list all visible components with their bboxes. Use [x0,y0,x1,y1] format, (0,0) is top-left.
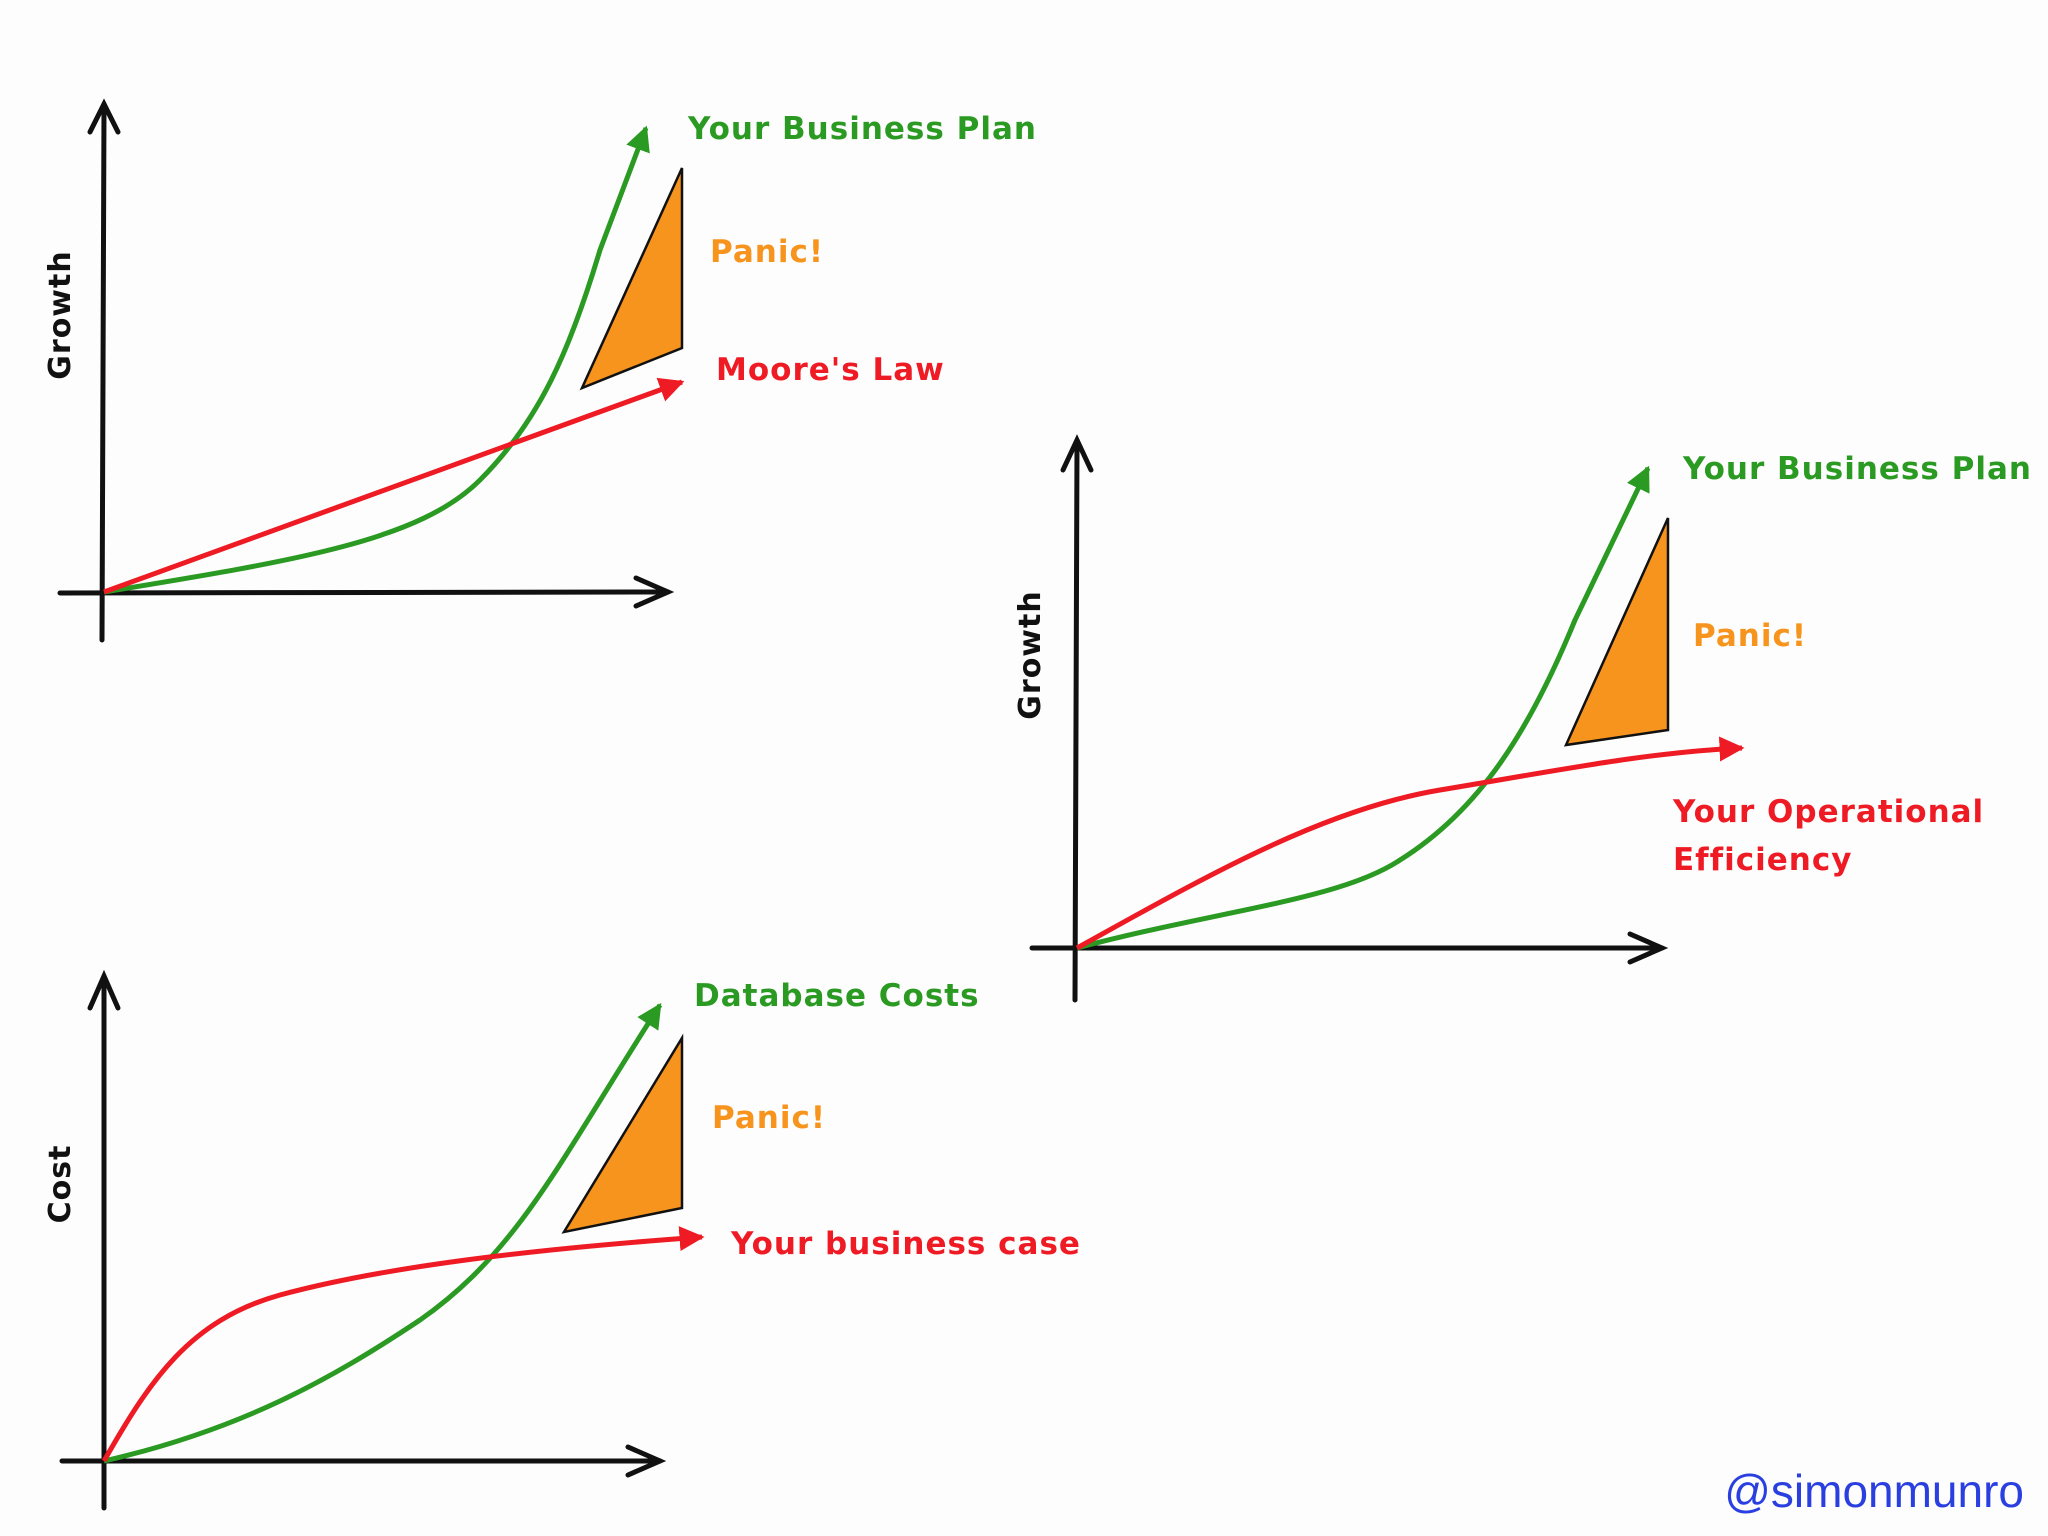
panic-label: Panic! [1693,618,1807,654]
diagram-database-costs: Cost Panic! Database Costs Your business… [43,969,1081,1511]
panic-triangle [1563,517,1670,747]
axes [1029,434,1669,1003]
axes [57,98,675,643]
database-costs-curve [103,1002,663,1464]
business-plan-curve [103,125,650,595]
panic-label: Panic! [712,1100,826,1136]
x-axis-arrowhead [633,575,675,609]
business-plan-curve [1076,465,1651,951]
diagram-moores-law: Growth Panic! Your Business Plan Moore's… [43,98,1037,643]
y-axis-arrowhead [87,969,121,1011]
panic-triangle [561,1033,684,1234]
database-costs-label: Database Costs [694,978,980,1014]
panic-label: Panic! [710,234,824,270]
moores-law-line [103,377,685,595]
y-axis-arrowhead [87,98,121,135]
diagram-operational-efficiency: Growth Panic! Your Business Plan Your Op… [1013,434,2032,1003]
operational-efficiency-label-line1: Your Operational [1672,794,1984,830]
operational-efficiency-curve [1075,736,1745,951]
y-axis [99,105,107,643]
y-axis-label: Growth [43,250,78,379]
operational-efficiency-label-line2: Efficiency [1673,842,1852,878]
y-axis-label: Growth [1013,590,1048,719]
y-axis [1072,441,1080,1003]
x-axis-arrowhead [1627,931,1669,965]
business-plan-label: Your Business Plan [687,111,1037,147]
x-axis [57,589,671,596]
author-handle: @simonmunro [1724,1465,2024,1517]
panic-triangle [579,167,684,391]
y-axis-arrowhead [1060,434,1094,473]
business-plan-label: Your Business Plan [1682,451,2032,487]
y-axis-label: Cost [43,1145,78,1224]
moores-law-label: Moore's Law [716,352,945,388]
business-case-label: Your business case [730,1226,1081,1262]
business-case-curve [101,1226,705,1463]
x-axis-arrowhead [625,1444,667,1478]
axes [59,969,667,1511]
